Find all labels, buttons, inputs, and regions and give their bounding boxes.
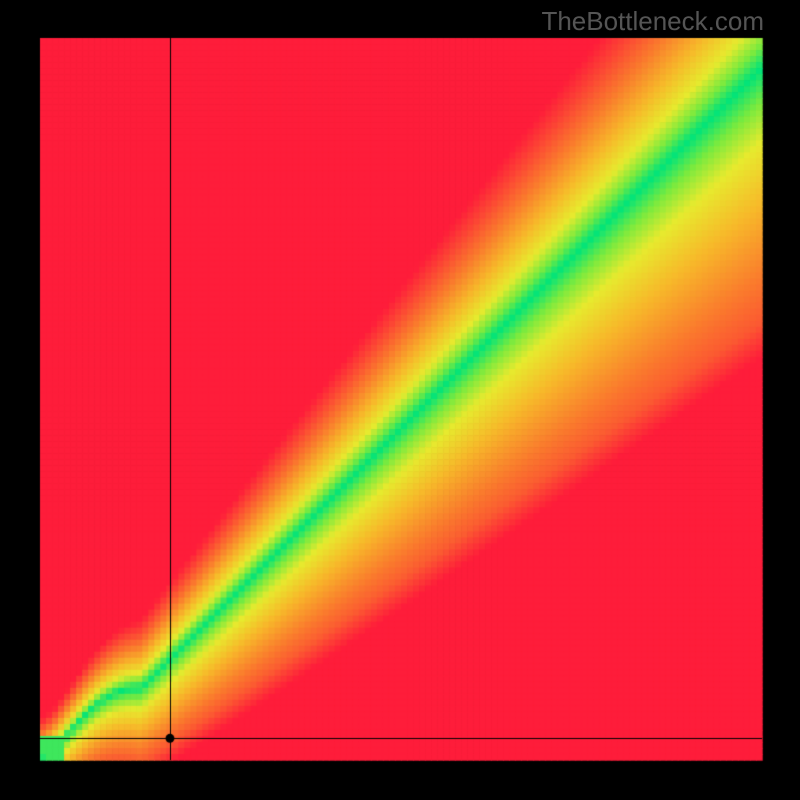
chart-container: TheBottleneck.com [0,0,800,800]
bottleneck-heatmap [0,0,800,800]
watermark-text: TheBottleneck.com [541,6,764,37]
